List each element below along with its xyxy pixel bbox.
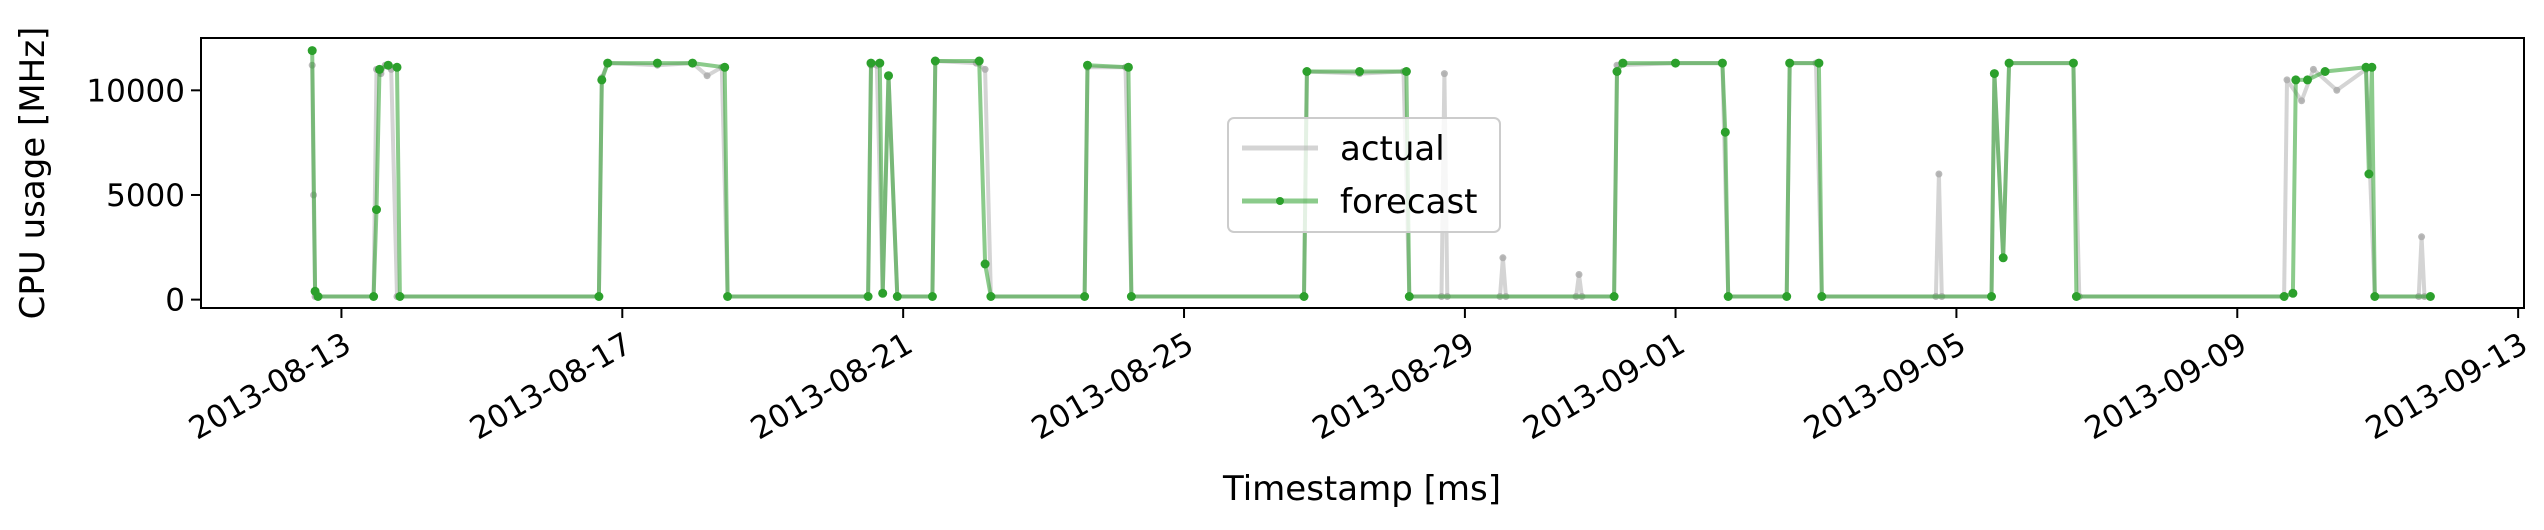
data-point-forecast	[1618, 58, 1628, 68]
data-point-forecast	[986, 292, 996, 301]
series-layer	[307, 46, 2435, 301]
data-point-forecast	[383, 60, 393, 70]
data-point-forecast	[1989, 69, 1999, 79]
data-point-actual	[2283, 76, 2291, 84]
data-point-forecast	[863, 292, 873, 301]
data-point-forecast	[1404, 292, 1414, 301]
data-point-forecast	[2367, 62, 2377, 72]
x-tick-label: 2013-08-29	[1306, 326, 1480, 447]
data-point-forecast	[1987, 292, 1996, 301]
data-point-forecast	[1080, 292, 1090, 301]
data-point-forecast	[1401, 67, 1411, 76]
x-axis-ticks: 2013-08-13 2013-08-17 2013-08-21 2013-08-25…	[183, 308, 2534, 447]
data-point-actual	[1440, 70, 1448, 78]
data-point-forecast	[594, 292, 604, 301]
data-point-forecast	[395, 292, 405, 301]
data-point-forecast	[1126, 292, 1136, 301]
data-point-forecast	[980, 259, 990, 269]
data-point-actual	[981, 65, 989, 73]
data-point-forecast	[866, 58, 876, 68]
data-point-forecast	[2004, 58, 2014, 68]
data-point-forecast	[1612, 67, 1622, 76]
legend-forecast-marker	[1276, 197, 1284, 205]
data-point-forecast	[1723, 292, 1733, 301]
data-point-forecast	[313, 292, 323, 301]
data-point-forecast	[1817, 292, 1827, 301]
legend-forecast-label: forecast	[1340, 182, 1478, 222]
data-point-actual	[1499, 254, 1507, 262]
data-point-forecast	[375, 64, 384, 74]
data-point-forecast	[1123, 62, 1133, 72]
data-point-forecast	[723, 292, 733, 301]
data-point-forecast	[603, 58, 613, 68]
data-point-forecast	[974, 56, 984, 66]
data-point-forecast	[884, 71, 893, 81]
data-point-forecast	[1355, 67, 1365, 76]
data-point-forecast	[307, 46, 317, 56]
data-point-forecast	[1083, 60, 1092, 70]
data-point-forecast	[2364, 169, 2374, 179]
plot-frame	[200, 37, 2525, 309]
data-point-forecast	[2303, 75, 2312, 85]
x-tick-label: 2013-08-25	[1026, 326, 1200, 447]
data-point-actual	[2333, 86, 2341, 94]
data-point-forecast	[2288, 288, 2298, 298]
y-tick-label: 0	[165, 283, 185, 319]
data-point-actual	[1935, 170, 1943, 178]
data-point-actual	[2418, 233, 2426, 241]
data-point-actual	[1575, 271, 1583, 278]
data-point-forecast	[1720, 127, 1730, 137]
x-tick-label: 2013-08-17	[464, 326, 638, 447]
y-axis-ticks: 0 5000 10000	[86, 73, 201, 319]
data-point-forecast	[1814, 58, 1824, 68]
data-point-forecast	[2370, 292, 2380, 301]
data-point-forecast	[927, 292, 937, 301]
x-tick-label: 2013-09-13	[2360, 326, 2534, 447]
legend-actual-label: actual	[1340, 129, 1445, 169]
data-point-forecast	[372, 205, 381, 215]
data-point-forecast	[2320, 67, 2330, 76]
y-tick-label: 5000	[106, 178, 185, 214]
x-axis-label: Timestamp [ms]	[1222, 469, 1501, 509]
legend: actual forecast	[1227, 117, 1501, 233]
data-point-forecast	[1299, 292, 1309, 301]
data-point-forecast	[930, 56, 940, 66]
data-point-forecast	[1998, 253, 2008, 263]
data-point-actual	[2309, 65, 2317, 73]
data-point-forecast	[1609, 292, 1619, 301]
y-axis-label: CPU usage [MHz]	[13, 27, 53, 320]
data-point-forecast	[2291, 75, 2301, 85]
x-tick-label: 2013-08-21	[745, 326, 919, 447]
data-point-forecast	[1785, 58, 1795, 68]
data-point-forecast	[2279, 292, 2289, 301]
x-tick-label: 2013-09-01	[1517, 326, 1691, 447]
data-point-forecast	[597, 75, 607, 85]
data-point-actual	[703, 72, 711, 80]
data-point-forecast	[720, 62, 730, 72]
data-point-forecast	[1782, 292, 1792, 301]
data-point-forecast	[1717, 58, 1727, 68]
data-point-forecast	[2068, 58, 2078, 68]
data-point-actual	[2298, 97, 2306, 105]
data-point-forecast	[892, 292, 902, 301]
data-point-forecast	[878, 288, 888, 298]
data-point-forecast	[688, 58, 697, 68]
x-tick-label: 2013-09-09	[2079, 326, 2253, 447]
x-tick-label: 2013-09-05	[1798, 326, 1972, 447]
data-point-forecast	[392, 62, 402, 72]
data-point-forecast	[875, 58, 885, 68]
data-point-forecast	[1671, 58, 1680, 68]
x-tick-label: 2013-08-13	[183, 326, 357, 447]
data-point-forecast	[2425, 292, 2435, 301]
y-tick-label: 10000	[86, 73, 185, 109]
data-point-forecast	[2071, 292, 2081, 301]
data-point-forecast	[652, 58, 662, 68]
data-point-forecast	[369, 292, 379, 301]
data-point-forecast	[1302, 67, 1312, 76]
